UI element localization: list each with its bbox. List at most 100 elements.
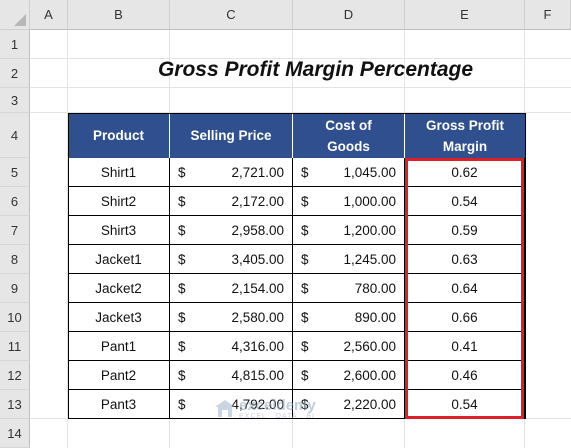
cell-product[interactable]: Pant3	[68, 390, 170, 419]
column-header-d[interactable]: D	[293, 0, 405, 30]
margin-value: 0.64	[451, 280, 478, 296]
selling-price-value: 4,815.00	[231, 367, 284, 383]
currency-symbol: $	[178, 367, 186, 383]
header-gross-profit-margin[interactable]: Gross Profit Margin	[405, 113, 525, 158]
currency-symbol: $	[301, 280, 309, 296]
currency-symbol: $	[301, 193, 309, 209]
column-header-f[interactable]: F	[525, 0, 571, 30]
cell-gross-profit-margin[interactable]: 0.54	[405, 187, 525, 216]
header-product-label: Product	[92, 128, 144, 143]
cell-cost-of-goods[interactable]: $2,560.00	[293, 332, 405, 361]
cell-gross-profit-margin[interactable]: 0.41	[405, 332, 525, 361]
row-header-11[interactable]: 11	[0, 332, 30, 361]
header-selling-price-label: Selling Price	[190, 128, 272, 143]
cell-selling-price[interactable]: $2,172.00	[170, 187, 293, 216]
cost-value: 1,000.00	[343, 193, 396, 209]
cell-cost-of-goods[interactable]: $890.00	[293, 303, 405, 332]
row-header-3[interactable]: 3	[0, 88, 30, 113]
cell-cost-of-goods[interactable]: $1,000.00	[293, 187, 405, 216]
row-header-2[interactable]: 2	[0, 59, 30, 88]
watermark-tagline: EXCEL · DATA · BI	[239, 413, 315, 420]
column-header-c[interactable]: C	[170, 0, 293, 30]
row-header-7[interactable]: 7	[0, 216, 30, 245]
cell-gross-profit-margin[interactable]: 0.66	[405, 303, 525, 332]
cell-selling-price[interactable]: $3,405.00	[170, 245, 293, 274]
currency-symbol: $	[301, 251, 309, 267]
cell-product[interactable]: Jacket1	[68, 245, 170, 274]
cell-cost-of-goods[interactable]: $2,220.00	[293, 390, 405, 419]
cell-selling-price[interactable]: $2,721.00	[170, 158, 293, 187]
product-name: Pant2	[100, 367, 137, 383]
selling-price-value: 3,405.00	[231, 251, 284, 267]
header-selling-price[interactable]: Selling Price	[170, 113, 293, 158]
row-header-12[interactable]: 12	[0, 361, 30, 390]
currency-symbol: $	[178, 280, 186, 296]
row-header-8[interactable]: 8	[0, 245, 30, 274]
currency-symbol: $	[301, 222, 309, 238]
header-cost-of-goods[interactable]: Cost of Goods	[293, 113, 405, 158]
cell-product[interactable]: Jacket3	[68, 303, 170, 332]
cell-product[interactable]: Jacket2	[68, 274, 170, 303]
cell-cost-of-goods[interactable]: $780.00	[293, 274, 405, 303]
header-cost-line2: Goods	[327, 138, 370, 154]
cell-gross-profit-margin[interactable]: 0.62	[405, 158, 525, 187]
cell-gross-profit-margin[interactable]: 0.63	[405, 245, 525, 274]
cell-cost-of-goods[interactable]: $1,200.00	[293, 216, 405, 245]
cell-gross-profit-margin[interactable]: 0.54	[405, 390, 525, 419]
cell-product[interactable]: Shirt3	[68, 216, 170, 245]
header-margin-line2: Margin	[442, 138, 488, 154]
product-name: Jacket2	[95, 280, 142, 296]
cell-product[interactable]: Pant1	[68, 332, 170, 361]
header-margin-line1: Gross Profit	[425, 117, 504, 133]
selling-price-value: 2,580.00	[231, 309, 284, 325]
header-cost-line1: Cost of	[325, 117, 372, 133]
cell-selling-price[interactable]: $2,154.00	[170, 274, 293, 303]
cost-value: 780.00	[354, 280, 396, 296]
cell-product[interactable]: Pant2	[68, 361, 170, 390]
cell-gross-profit-margin[interactable]: 0.46	[405, 361, 525, 390]
watermark: exceldemy EXCEL · DATA · BI	[214, 398, 316, 420]
product-name: Pant3	[100, 396, 137, 412]
product-name: Pant1	[100, 338, 137, 354]
cell-cost-of-goods[interactable]: $1,245.00	[293, 245, 405, 274]
cell-selling-price[interactable]: $2,580.00	[170, 303, 293, 332]
header-product[interactable]: Product	[68, 113, 170, 158]
currency-symbol: $	[301, 164, 309, 180]
cell-selling-price[interactable]: $4,815.00	[170, 361, 293, 390]
row-header-13[interactable]: 13	[0, 390, 30, 419]
select-all-triangle-icon	[14, 14, 26, 26]
row-header-1[interactable]: 1	[0, 30, 30, 59]
row-header-9[interactable]: 9	[0, 274, 30, 303]
row-header-10[interactable]: 10	[0, 303, 30, 332]
cost-value: 890.00	[354, 309, 396, 325]
currency-symbol: $	[301, 338, 309, 354]
row-header-14[interactable]: 14	[0, 419, 30, 448]
currency-symbol: $	[301, 367, 309, 383]
cell-selling-price[interactable]: $4,316.00	[170, 332, 293, 361]
margin-value: 0.59	[451, 222, 478, 238]
currency-symbol: $	[178, 193, 186, 209]
sheet-title-cell[interactable]: Gross Profit Margin Percentage	[60, 53, 571, 87]
cell-product[interactable]: Shirt1	[68, 158, 170, 187]
cost-value: 2,560.00	[343, 338, 396, 354]
row-header-4[interactable]: 4	[0, 113, 30, 158]
gridline	[30, 112, 571, 113]
margin-value: 0.66	[451, 309, 478, 325]
product-name: Shirt2	[100, 193, 137, 209]
cell-cost-of-goods[interactable]: $1,045.00	[293, 158, 405, 187]
cell-selling-price[interactable]: $2,958.00	[170, 216, 293, 245]
currency-symbol: $	[178, 338, 186, 354]
cell-product[interactable]: Shirt2	[68, 187, 170, 216]
selling-price-value: 2,172.00	[231, 193, 284, 209]
cell-cost-of-goods[interactable]: $2,600.00	[293, 361, 405, 390]
column-header-a[interactable]: A	[30, 0, 68, 30]
column-header-b[interactable]: B	[68, 0, 170, 30]
row-header-6[interactable]: 6	[0, 187, 30, 216]
selling-price-value: 4,792.00	[231, 396, 284, 412]
currency-symbol: $	[301, 396, 309, 412]
column-header-e[interactable]: E	[405, 0, 525, 30]
cost-value: 1,245.00	[343, 251, 396, 267]
cell-gross-profit-margin[interactable]: 0.59	[405, 216, 525, 245]
cell-gross-profit-margin[interactable]: 0.64	[405, 274, 525, 303]
row-header-5[interactable]: 5	[0, 158, 30, 187]
